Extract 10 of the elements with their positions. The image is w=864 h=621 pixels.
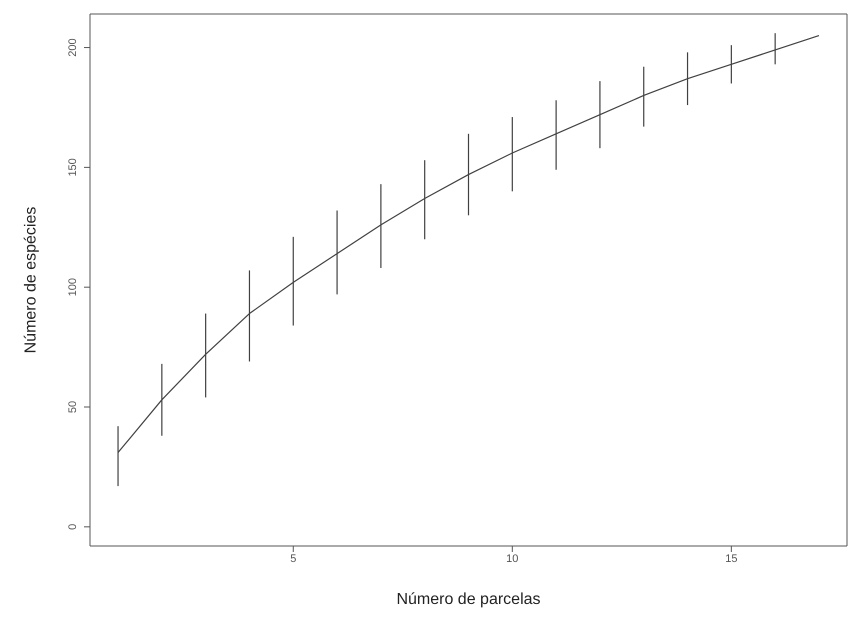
y-tick-label: 200 — [67, 38, 79, 57]
y-tick-label: 0 — [67, 524, 79, 530]
x-tick-label: 10 — [506, 552, 518, 565]
x-axis-title: Número de parcelas — [396, 591, 541, 608]
x-tick-label: 5 — [290, 552, 296, 565]
y-tick-label: 100 — [67, 278, 79, 296]
y-tick-label: 50 — [67, 400, 79, 414]
y-tick-label: 150 — [67, 158, 79, 177]
y-axis-title: Número de espécies — [22, 206, 40, 354]
x-tick-label: 15 — [725, 552, 738, 565]
